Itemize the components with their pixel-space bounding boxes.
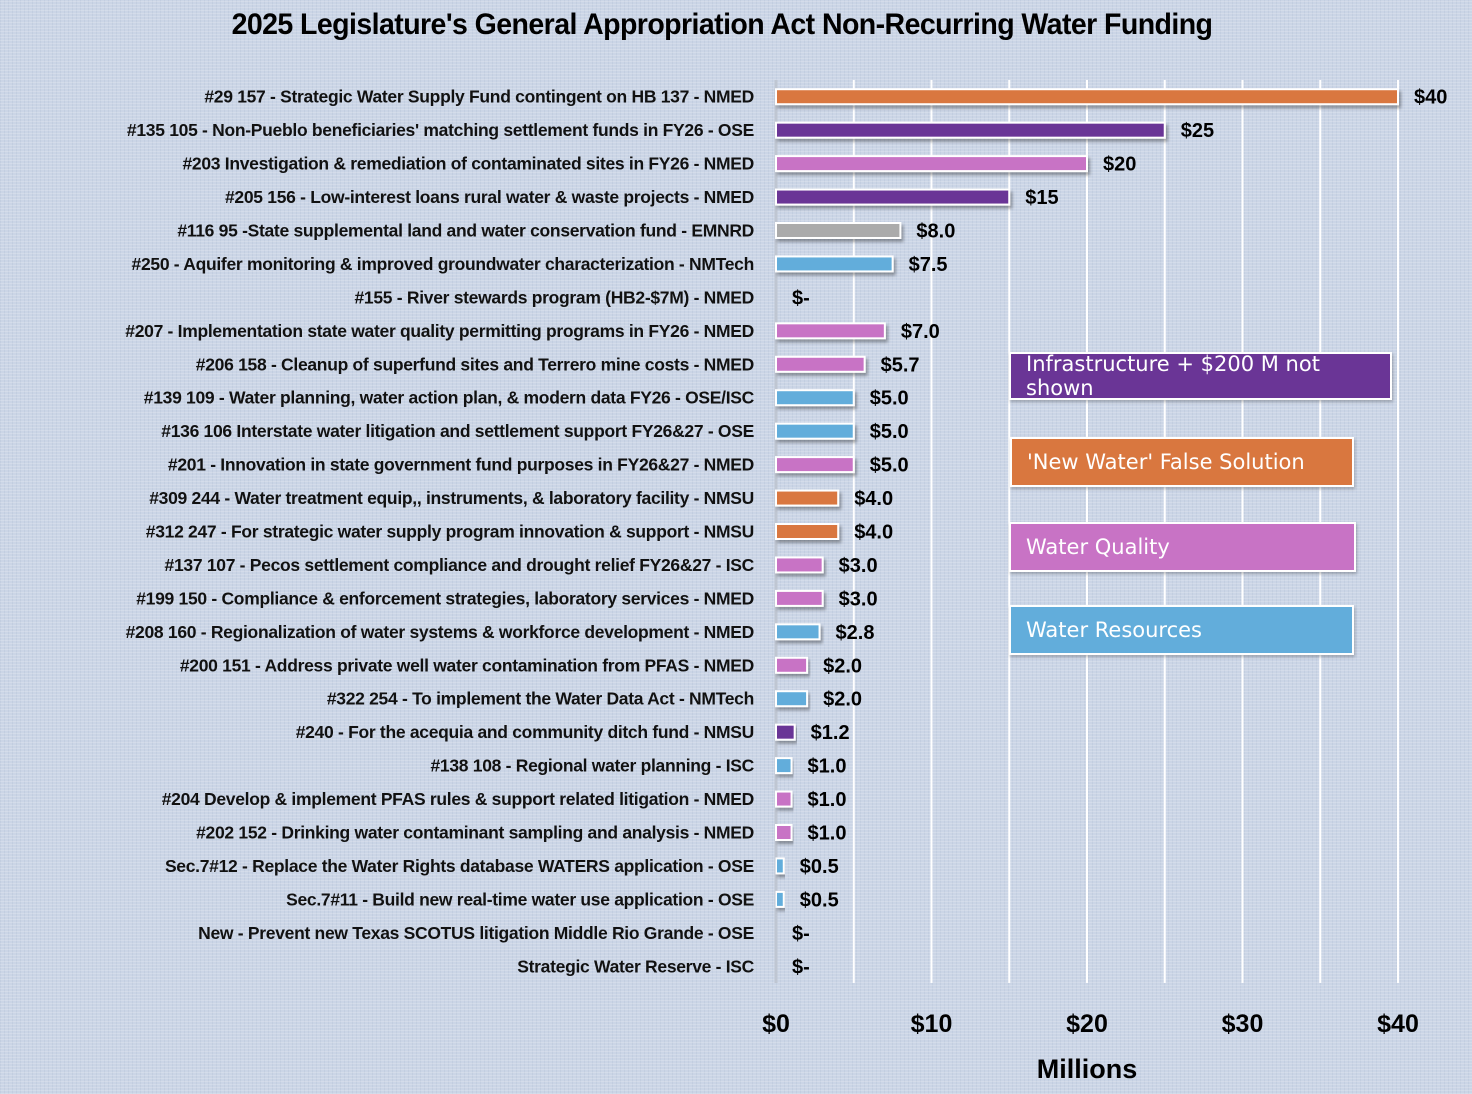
bar	[775, 88, 1399, 106]
category-label: Strategic Water Reserve - ISC	[517, 956, 754, 976]
category-label: Sec.7#11 - Build new real-time water use…	[286, 889, 754, 909]
data-label: $15	[1025, 187, 1058, 209]
bar	[775, 456, 855, 474]
data-label: $2.0	[823, 655, 862, 677]
data-label: $1.0	[808, 756, 847, 778]
legend-item-infrastructure: Infrastructure + $200 M not shown	[1009, 352, 1392, 400]
x-tick-label: $20	[1066, 1010, 1108, 1038]
category-label: #250 - Aquifer monitoring & improved gro…	[132, 254, 754, 274]
data-label: $25	[1181, 120, 1214, 142]
data-label: $4.0	[854, 522, 893, 544]
category-label: Sec.7#12 - Replace the Water Rights data…	[165, 856, 754, 876]
category-label: #207 - Implementation state water qualit…	[125, 321, 754, 341]
bar	[775, 690, 809, 708]
data-label: $2.0	[823, 689, 862, 711]
bar	[775, 757, 793, 775]
category-label: #137 107 - Pecos settlement compliance a…	[165, 555, 755, 575]
data-label: $-	[792, 287, 810, 309]
category-label: #203 Investigation & remediation of cont…	[182, 154, 754, 174]
category-label: #206 158 - Cleanup of superfund sites an…	[196, 354, 754, 374]
category-label: #208 160 - Regionalization of water syst…	[126, 622, 754, 642]
data-label: $7.0	[901, 321, 940, 343]
bar	[775, 389, 855, 407]
category-label: #136 106 Interstate water litigation and…	[161, 421, 754, 441]
x-axis-title: Millions	[1037, 1054, 1138, 1084]
data-label: $5.0	[870, 421, 909, 443]
category-label: #312 247 - For strategic water supply pr…	[146, 522, 754, 542]
x-tick-label: $10	[911, 1010, 953, 1038]
category-label: #29 157 - Strategic Water Supply Fund co…	[204, 87, 754, 107]
x-tick-label: $40	[1377, 1010, 1419, 1038]
data-label: $20	[1103, 154, 1136, 176]
data-label: $3.0	[839, 588, 878, 610]
bar	[775, 188, 1011, 206]
category-label: #240 - For the acequia and community dit…	[296, 722, 754, 742]
legend-item-new-water: 'New Water' False Solution	[1010, 437, 1354, 487]
data-label: $7.5	[909, 254, 948, 276]
bar	[775, 155, 1088, 173]
data-label: $3.0	[839, 555, 878, 577]
data-label: $1.2	[811, 722, 850, 744]
bar	[775, 523, 840, 540]
data-label: $5.0	[870, 388, 909, 410]
category-label: #202 152 - Drinking water contaminant sa…	[196, 823, 754, 843]
data-label: $4.0	[854, 488, 893, 510]
data-label: $5.7	[881, 354, 920, 376]
category-label: #309 244 - Water treatment equip,, instr…	[149, 488, 754, 508]
data-label: $1.0	[808, 789, 847, 811]
data-label: $0.5	[800, 856, 839, 878]
category-label: #201 - Innovation in state government fu…	[168, 455, 754, 475]
x-tick-label: $0	[762, 1010, 790, 1038]
bar	[775, 824, 793, 841]
category-label: New - Prevent new Texas SCOTUS litigatio…	[198, 923, 754, 943]
data-label: $2.8	[836, 622, 875, 644]
bar	[775, 857, 785, 875]
data-label: $40	[1414, 87, 1447, 109]
bar	[775, 322, 886, 340]
category-label: #135 105 - Non-Pueblo beneficiaries' mat…	[127, 120, 754, 140]
bar	[775, 723, 796, 741]
data-label: $0.5	[800, 889, 839, 911]
bar	[775, 255, 894, 273]
data-label: $-	[792, 956, 810, 978]
bar	[775, 890, 785, 908]
data-label: $1.0	[808, 823, 847, 845]
bar	[775, 121, 1166, 139]
bar	[775, 589, 824, 607]
bar	[775, 355, 866, 373]
bar	[775, 790, 793, 808]
bar	[775, 656, 809, 674]
category-label: #205 156 - Low-interest loans rural wate…	[225, 187, 754, 207]
data-label: $-	[792, 923, 810, 945]
chart-title: 2025 Legislature's General Appropriation…	[231, 8, 1213, 41]
legend-item-water-quality: Water Quality	[1009, 522, 1356, 572]
category-label: #155 - River stewards program (HB2-$7M) …	[354, 287, 754, 307]
bars	[775, 88, 1399, 908]
bar	[775, 623, 821, 641]
category-label: #138 108 - Regional water planning - ISC	[430, 756, 754, 776]
category-label: #139 109 - Water planning, water action …	[144, 388, 755, 408]
category-labels: #29 157 - Strategic Water Supply Fund co…	[125, 87, 755, 977]
bar	[775, 422, 855, 440]
data-label: $8.0	[916, 221, 955, 243]
bar	[775, 556, 824, 574]
x-axis-ticks: $0 $10 $20 $30 $40	[762, 1010, 1419, 1038]
value-labels: $40 $25 $20 $15 $8.0 $7.5 $- $7.0 $5.7 $5.0 $5.0 $5…	[792, 87, 1447, 979]
legend-item-water-resources: Water Resources	[1009, 605, 1354, 655]
category-label: #322 254 - To implement the Water Data A…	[327, 689, 754, 709]
category-label: #199 150 - Compliance & enforcement stra…	[136, 588, 754, 608]
bar	[775, 222, 902, 239]
category-label: #200 151 - Address private well water co…	[180, 655, 754, 675]
category-label: #204 Develop & implement PFAS rules & su…	[162, 789, 754, 809]
x-tick-label: $30	[1222, 1010, 1264, 1038]
category-label: #116 95 -State supplemental land and wat…	[177, 221, 754, 241]
bar	[775, 489, 840, 507]
data-label: $5.0	[870, 455, 909, 477]
